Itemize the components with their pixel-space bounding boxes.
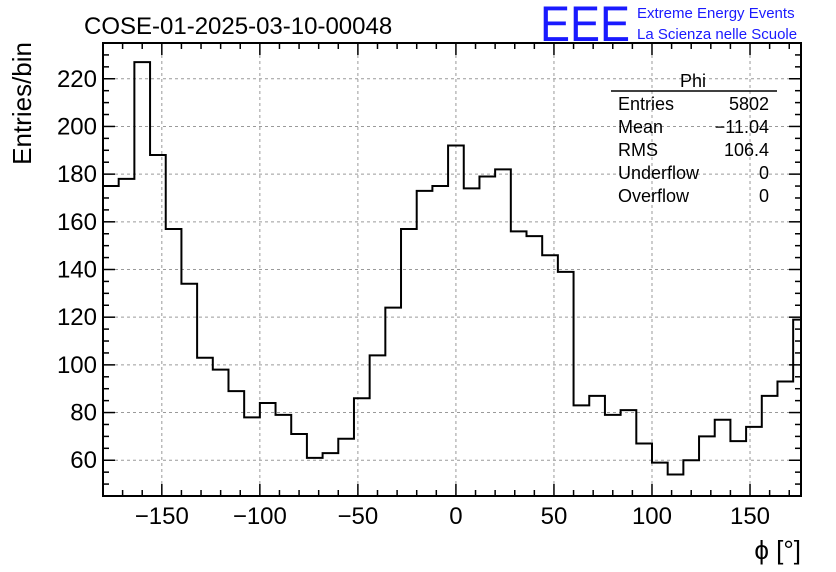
- tick-labels: −150 −100 −50 0 50 100 150 60 80 100 120 140 160 180 2…: [57, 66, 770, 530]
- y-tick-label: 140: [57, 257, 97, 284]
- x-tick-label: −100: [233, 503, 287, 530]
- y-tick-label: 100: [57, 352, 97, 379]
- stats-value: 5802: [729, 94, 769, 114]
- x-tick-label: −50: [338, 503, 379, 530]
- stats-value: 0: [759, 163, 769, 183]
- stats-label: Overflow: [618, 186, 690, 206]
- y-tick-label: 220: [57, 66, 97, 93]
- y-tick-label: 80: [70, 400, 97, 427]
- stats-label: Mean: [618, 117, 663, 137]
- chart-title: COSE-01-2025-03-10-00048: [84, 13, 392, 40]
- stats-value: 106.4: [724, 140, 769, 160]
- stats-label: Entries: [618, 94, 674, 114]
- stats-name: Phi: [680, 71, 706, 91]
- x-axis-label: ϕ [°]: [754, 535, 801, 565]
- stats-box: Phi Entries 5802 Mean −11.04 RMS 106.4 Underfl…: [611, 71, 777, 206]
- y-tick-label: 200: [57, 113, 97, 140]
- logo-line-2: La Scienza nelle Scuole: [637, 26, 797, 43]
- y-tick-label: 120: [57, 304, 97, 331]
- y-axis-label: Entries/bin: [7, 42, 37, 165]
- axis-ticks: [103, 43, 801, 496]
- x-tick-label: 150: [730, 503, 770, 530]
- y-tick-label: 60: [70, 447, 97, 474]
- histogram-line: [103, 61, 802, 476]
- x-tick-label: 0: [449, 503, 462, 530]
- grid-lines: [103, 43, 801, 496]
- stats-label: RMS: [618, 140, 658, 160]
- x-tick-label: 50: [541, 503, 568, 530]
- x-tick-label: −150: [135, 503, 189, 530]
- logo-mark: EEE: [540, 0, 630, 52]
- logo-line-1: Extreme Energy Events: [637, 5, 795, 22]
- x-tick-label: 100: [632, 503, 672, 530]
- y-tick-label: 180: [57, 161, 97, 188]
- stats-label: Underflow: [618, 163, 700, 183]
- stats-value: −11.04: [715, 117, 769, 137]
- stats-value: 0: [759, 186, 769, 206]
- y-tick-label: 160: [57, 209, 97, 236]
